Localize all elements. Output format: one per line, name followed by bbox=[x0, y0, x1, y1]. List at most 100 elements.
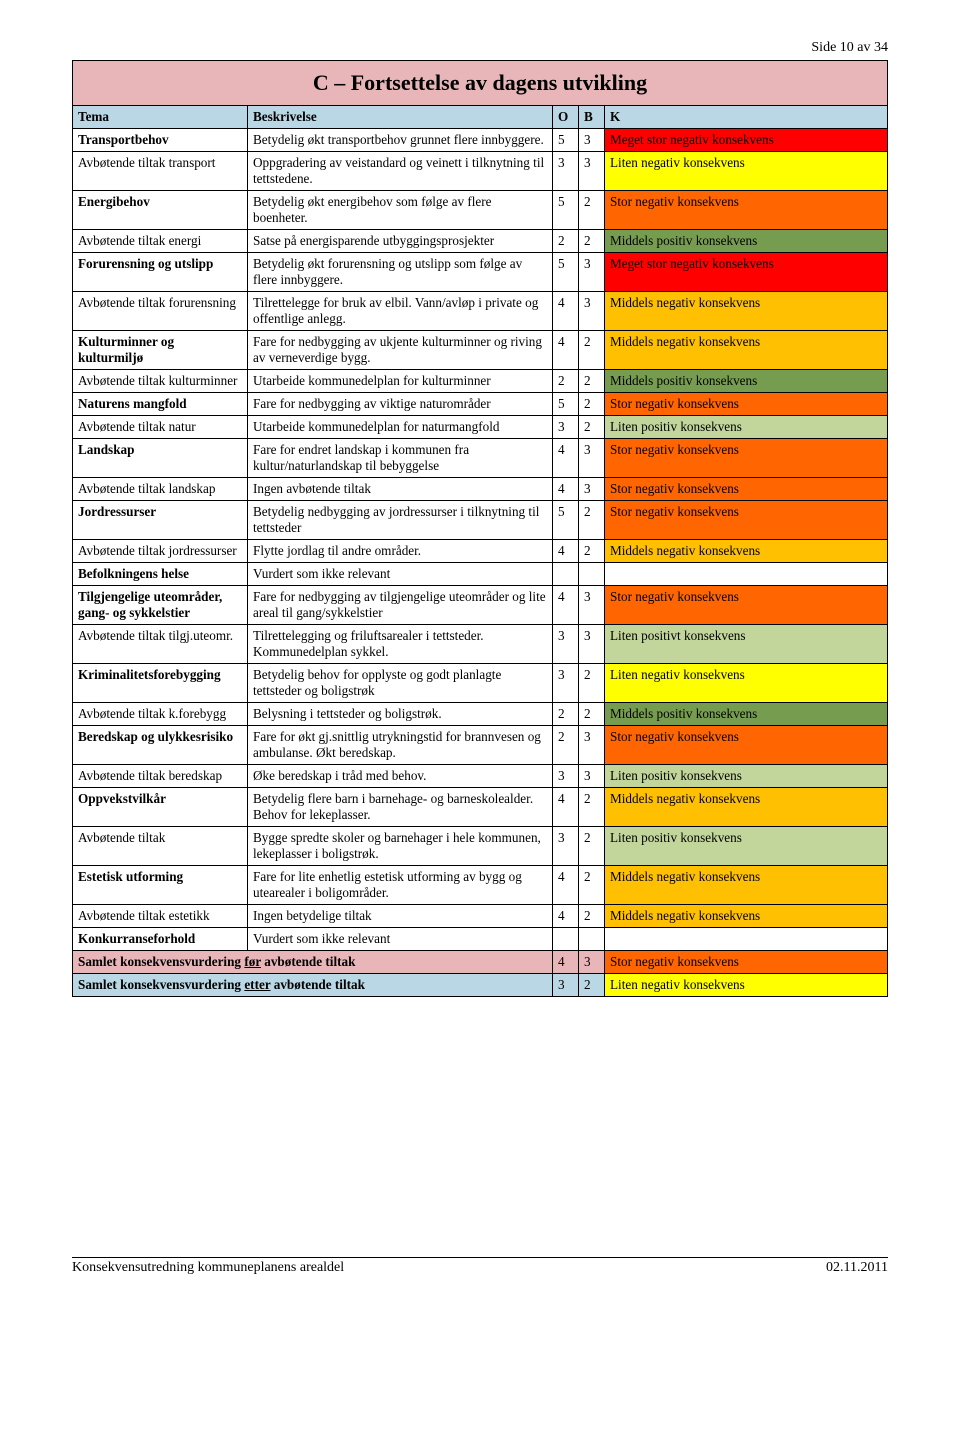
cell-tema: Avbøtende tiltak bbox=[73, 827, 248, 866]
cell-o bbox=[553, 928, 579, 951]
cell-k: Middels negativ konsekvens bbox=[605, 292, 888, 331]
cell-o: 4 bbox=[553, 540, 579, 563]
cell-o: 2 bbox=[553, 230, 579, 253]
table-row: KonkurranseforholdVurdert som ikke relev… bbox=[73, 928, 888, 951]
summary-k: Liten negativ konsekvens bbox=[605, 974, 888, 997]
cell-k: Stor negativ konsekvens bbox=[605, 726, 888, 765]
cell-tema: Avbøtende tiltak estetikk bbox=[73, 905, 248, 928]
header-row: Tema Beskrivelse O B K bbox=[73, 106, 888, 129]
cell-b: 2 bbox=[579, 827, 605, 866]
cell-o: 3 bbox=[553, 625, 579, 664]
cell-o: 3 bbox=[553, 765, 579, 788]
cell-b: 2 bbox=[579, 501, 605, 540]
cell-beskrivelse: Betydelig økt transportbehov grunnet fle… bbox=[248, 129, 553, 152]
cell-beskrivelse: Belysning i tettsteder og boligstrøk. bbox=[248, 703, 553, 726]
cell-o: 5 bbox=[553, 393, 579, 416]
cell-tema: Avbøtende tiltak tilgj.uteomr. bbox=[73, 625, 248, 664]
cell-beskrivelse: Tilrettelegge for bruk av elbil. Vann/av… bbox=[248, 292, 553, 331]
table-row: Avbøtende tiltakBygge spredte skoler og … bbox=[73, 827, 888, 866]
table-row: Avbøtende tiltak beredskapØke beredskap … bbox=[73, 765, 888, 788]
table-row: Beredskap og ulykkesrisikoFare for økt g… bbox=[73, 726, 888, 765]
cell-k: Stor negativ konsekvens bbox=[605, 501, 888, 540]
cell-o: 3 bbox=[553, 416, 579, 439]
summary-o: 3 bbox=[553, 974, 579, 997]
cell-o: 5 bbox=[553, 253, 579, 292]
cell-k: Middels negativ konsekvens bbox=[605, 905, 888, 928]
table-row: TransportbehovBetydelig økt transportbeh… bbox=[73, 129, 888, 152]
table-row: Tilgjengelige uteområder, gang- og sykke… bbox=[73, 586, 888, 625]
cell-k: Liten positiv konsekvens bbox=[605, 827, 888, 866]
summary-o: 4 bbox=[553, 951, 579, 974]
cell-beskrivelse: Utarbeide kommunedelplan for naturmangfo… bbox=[248, 416, 553, 439]
cell-k: Middels positiv konsekvens bbox=[605, 703, 888, 726]
cell-b: 3 bbox=[579, 439, 605, 478]
table-row: Avbøtende tiltak jordressurserFlytte jor… bbox=[73, 540, 888, 563]
cell-tema: Beredskap og ulykkesrisiko bbox=[73, 726, 248, 765]
summary-k: Stor negativ konsekvens bbox=[605, 951, 888, 974]
cell-o bbox=[553, 563, 579, 586]
cell-k: Liten negativ konsekvens bbox=[605, 664, 888, 703]
cell-beskrivelse: Fare for endret landskap i kommunen fra … bbox=[248, 439, 553, 478]
cell-b: 2 bbox=[579, 703, 605, 726]
table-row: Forurensning og utslippBetydelig økt for… bbox=[73, 253, 888, 292]
cell-b: 3 bbox=[579, 253, 605, 292]
cell-o: 2 bbox=[553, 726, 579, 765]
cell-b: 3 bbox=[579, 292, 605, 331]
document-page: Side 10 av 34 C – Fortsettelse av dagens… bbox=[0, 0, 960, 1316]
cell-beskrivelse: Flytte jordlag til andre områder. bbox=[248, 540, 553, 563]
cell-tema: Avbøtende tiltak landskap bbox=[73, 478, 248, 501]
header-b: B bbox=[579, 106, 605, 129]
cell-o: 5 bbox=[553, 129, 579, 152]
cell-o: 2 bbox=[553, 370, 579, 393]
cell-k: Stor negativ konsekvens bbox=[605, 586, 888, 625]
cell-tema: Kriminalitetsforebygging bbox=[73, 664, 248, 703]
cell-k: Stor negativ konsekvens bbox=[605, 393, 888, 416]
cell-tema: Oppvekstvilkår bbox=[73, 788, 248, 827]
summary-row: Samlet konsekvensvurdering før avbøtende… bbox=[73, 951, 888, 974]
cell-k bbox=[605, 928, 888, 951]
summary-b: 2 bbox=[579, 974, 605, 997]
cell-k: Stor negativ konsekvens bbox=[605, 478, 888, 501]
cell-tema: Jordressurser bbox=[73, 501, 248, 540]
cell-o: 5 bbox=[553, 191, 579, 230]
table-row: Avbøtende tiltak k.forebyggBelysning i t… bbox=[73, 703, 888, 726]
cell-k: Middels negativ konsekvens bbox=[605, 331, 888, 370]
cell-k: Stor negativ konsekvens bbox=[605, 439, 888, 478]
cell-b: 3 bbox=[579, 152, 605, 191]
cell-b: 2 bbox=[579, 331, 605, 370]
table-row: Avbøtende tiltak tilgj.uteomr.Tilrettele… bbox=[73, 625, 888, 664]
cell-tema: Avbøtende tiltak kulturminner bbox=[73, 370, 248, 393]
table-row: Avbøtende tiltak estetikkIngen betydelig… bbox=[73, 905, 888, 928]
cell-b: 3 bbox=[579, 586, 605, 625]
table-row: Avbøtende tiltak landskapIngen avbøtende… bbox=[73, 478, 888, 501]
cell-beskrivelse: Vurdert som ikke relevant bbox=[248, 563, 553, 586]
cell-tema: Estetisk utforming bbox=[73, 866, 248, 905]
cell-beskrivelse: Ingen avbøtende tiltak bbox=[248, 478, 553, 501]
cell-tema: Transportbehov bbox=[73, 129, 248, 152]
table-row: KriminalitetsforebyggingBetydelig behov … bbox=[73, 664, 888, 703]
cell-b: 2 bbox=[579, 370, 605, 393]
table-row: Avbøtende tiltak transportOppgradering a… bbox=[73, 152, 888, 191]
cell-tema: Naturens mangfold bbox=[73, 393, 248, 416]
table-row: Avbøtende tiltak naturUtarbeide kommuned… bbox=[73, 416, 888, 439]
page-number: Side 10 av 34 bbox=[72, 40, 888, 56]
table-row: Avbøtende tiltak energiSatse på energisp… bbox=[73, 230, 888, 253]
cell-beskrivelse: Fare for lite enhetlig estetisk utformin… bbox=[248, 866, 553, 905]
cell-tema: Konkurranseforhold bbox=[73, 928, 248, 951]
cell-beskrivelse: Fare for nedbygging av viktige naturområ… bbox=[248, 393, 553, 416]
cell-beskrivelse: Betydelig nedbygging av jordressurser i … bbox=[248, 501, 553, 540]
cell-tema: Avbøtende tiltak transport bbox=[73, 152, 248, 191]
table-row: Kulturminner og kulturmiljøFare for nedb… bbox=[73, 331, 888, 370]
cell-o: 4 bbox=[553, 292, 579, 331]
cell-tema: Tilgjengelige uteområder, gang- og sykke… bbox=[73, 586, 248, 625]
cell-k: Meget stor negativ konsekvens bbox=[605, 129, 888, 152]
cell-beskrivelse: Betydelig flere barn i barnehage- og bar… bbox=[248, 788, 553, 827]
table-row: Befolkningens helseVurdert som ikke rele… bbox=[73, 563, 888, 586]
cell-b: 2 bbox=[579, 540, 605, 563]
cell-k: Liten positiv konsekvens bbox=[605, 416, 888, 439]
cell-tema: Avbøtende tiltak natur bbox=[73, 416, 248, 439]
cell-b: 3 bbox=[579, 129, 605, 152]
cell-tema: Landskap bbox=[73, 439, 248, 478]
cell-o: 4 bbox=[553, 586, 579, 625]
cell-o: 4 bbox=[553, 478, 579, 501]
